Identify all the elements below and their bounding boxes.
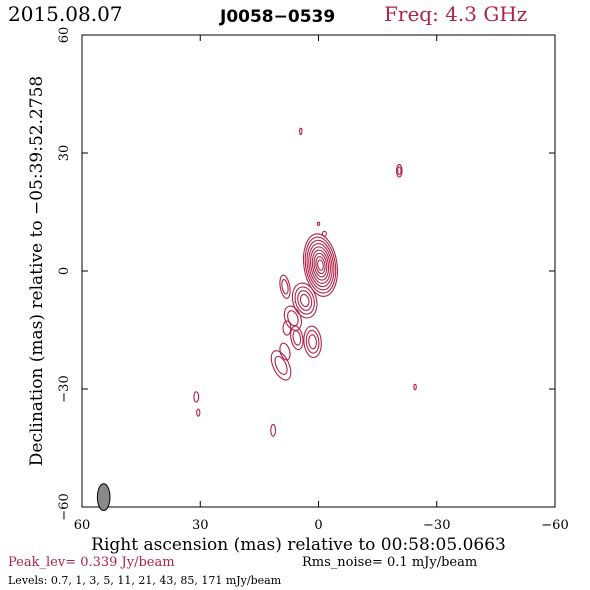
- tick-layer: [81, 34, 556, 508]
- contour-core-0: [302, 233, 338, 297]
- contour-knot-sw-0: [270, 423, 277, 437]
- observation-date: 2015.08.07: [8, 2, 123, 26]
- contour-core-2: [306, 239, 335, 291]
- x-tick-label-0: 60: [74, 518, 91, 533]
- frequency-label: Freq: 4.3 GHz: [384, 2, 528, 26]
- x-tick-label-4: −60: [541, 518, 568, 533]
- x-tick-label-1: 30: [192, 518, 209, 533]
- contour-core-4: [310, 246, 331, 284]
- contour-jet-knot-upper-1: [281, 279, 289, 295]
- contour-small-blob-0: [282, 320, 292, 336]
- contour-core-7: [315, 256, 326, 275]
- y-axis-label: Declination (mas) relative to −05:39:52.…: [27, 76, 47, 467]
- beam-ellipse: [96, 483, 111, 512]
- contour-inner-jet-1: [294, 286, 315, 315]
- y-tick-label-2: 0: [57, 267, 72, 275]
- contour-knot-e-0: [413, 383, 417, 391]
- contour-inner-jet-3: [299, 293, 310, 308]
- contour-knot-ne-0: [395, 163, 403, 178]
- contour-knot-w2-0: [196, 408, 201, 417]
- contour-levels: Levels: 0.7, 1, 3, 5, 11, 21, 43, 85, 17…: [8, 574, 282, 587]
- contour-jet-outer-0: [270, 350, 292, 381]
- contour-inner-jet-2: [297, 290, 313, 311]
- contour-jet-middle-left-1: [292, 330, 302, 346]
- contour-jet-knot-upper-0: [279, 274, 291, 299]
- contour-jet-middle-left-0: [290, 325, 304, 351]
- x-tick-label-2: 0: [314, 518, 322, 533]
- contour-jet-outer-1: [274, 355, 288, 375]
- plot-frame: [81, 34, 556, 508]
- y-tick-label-1: −30: [57, 375, 72, 402]
- contour-core-6: [313, 252, 328, 278]
- x-tick-label-3: −30: [423, 518, 450, 533]
- peak-level: Peak_lev= 0.339 Jy/beam: [8, 555, 175, 570]
- contour-core-3: [308, 243, 333, 288]
- contour-jet-middle-1: [305, 329, 320, 354]
- rms-noise: Rms_noise= 0.1 mJy/beam: [302, 555, 478, 570]
- contour-knot-w1-0: [193, 391, 200, 403]
- y-tick-label-3: 30: [57, 145, 72, 162]
- contour-core-5: [311, 249, 330, 281]
- contour-core-8: [317, 259, 324, 271]
- contour-layer: [96, 127, 417, 512]
- y-tick-label-4: 60: [57, 27, 72, 44]
- contour-knot-ne-1: [397, 166, 402, 176]
- contour-jet-middle-0: [303, 325, 322, 359]
- source-name: J0058−0539: [220, 7, 336, 27]
- contour-core-1: [304, 236, 337, 294]
- contour-knot-n-0: [299, 127, 303, 136]
- contour-knot-c2-0: [316, 221, 321, 226]
- contour-jet-outer-2-0: [279, 342, 291, 361]
- x-axis-label: Right ascension (mas) relative to 00:58:…: [91, 535, 506, 555]
- contour-jet-knot-left-1: [287, 310, 299, 327]
- y-tick-label-0: −60: [57, 493, 72, 520]
- contour-jet-middle-2: [308, 334, 318, 350]
- contour-inner-jet-0: [291, 282, 318, 319]
- contour-knot-c1-0: [321, 230, 327, 237]
